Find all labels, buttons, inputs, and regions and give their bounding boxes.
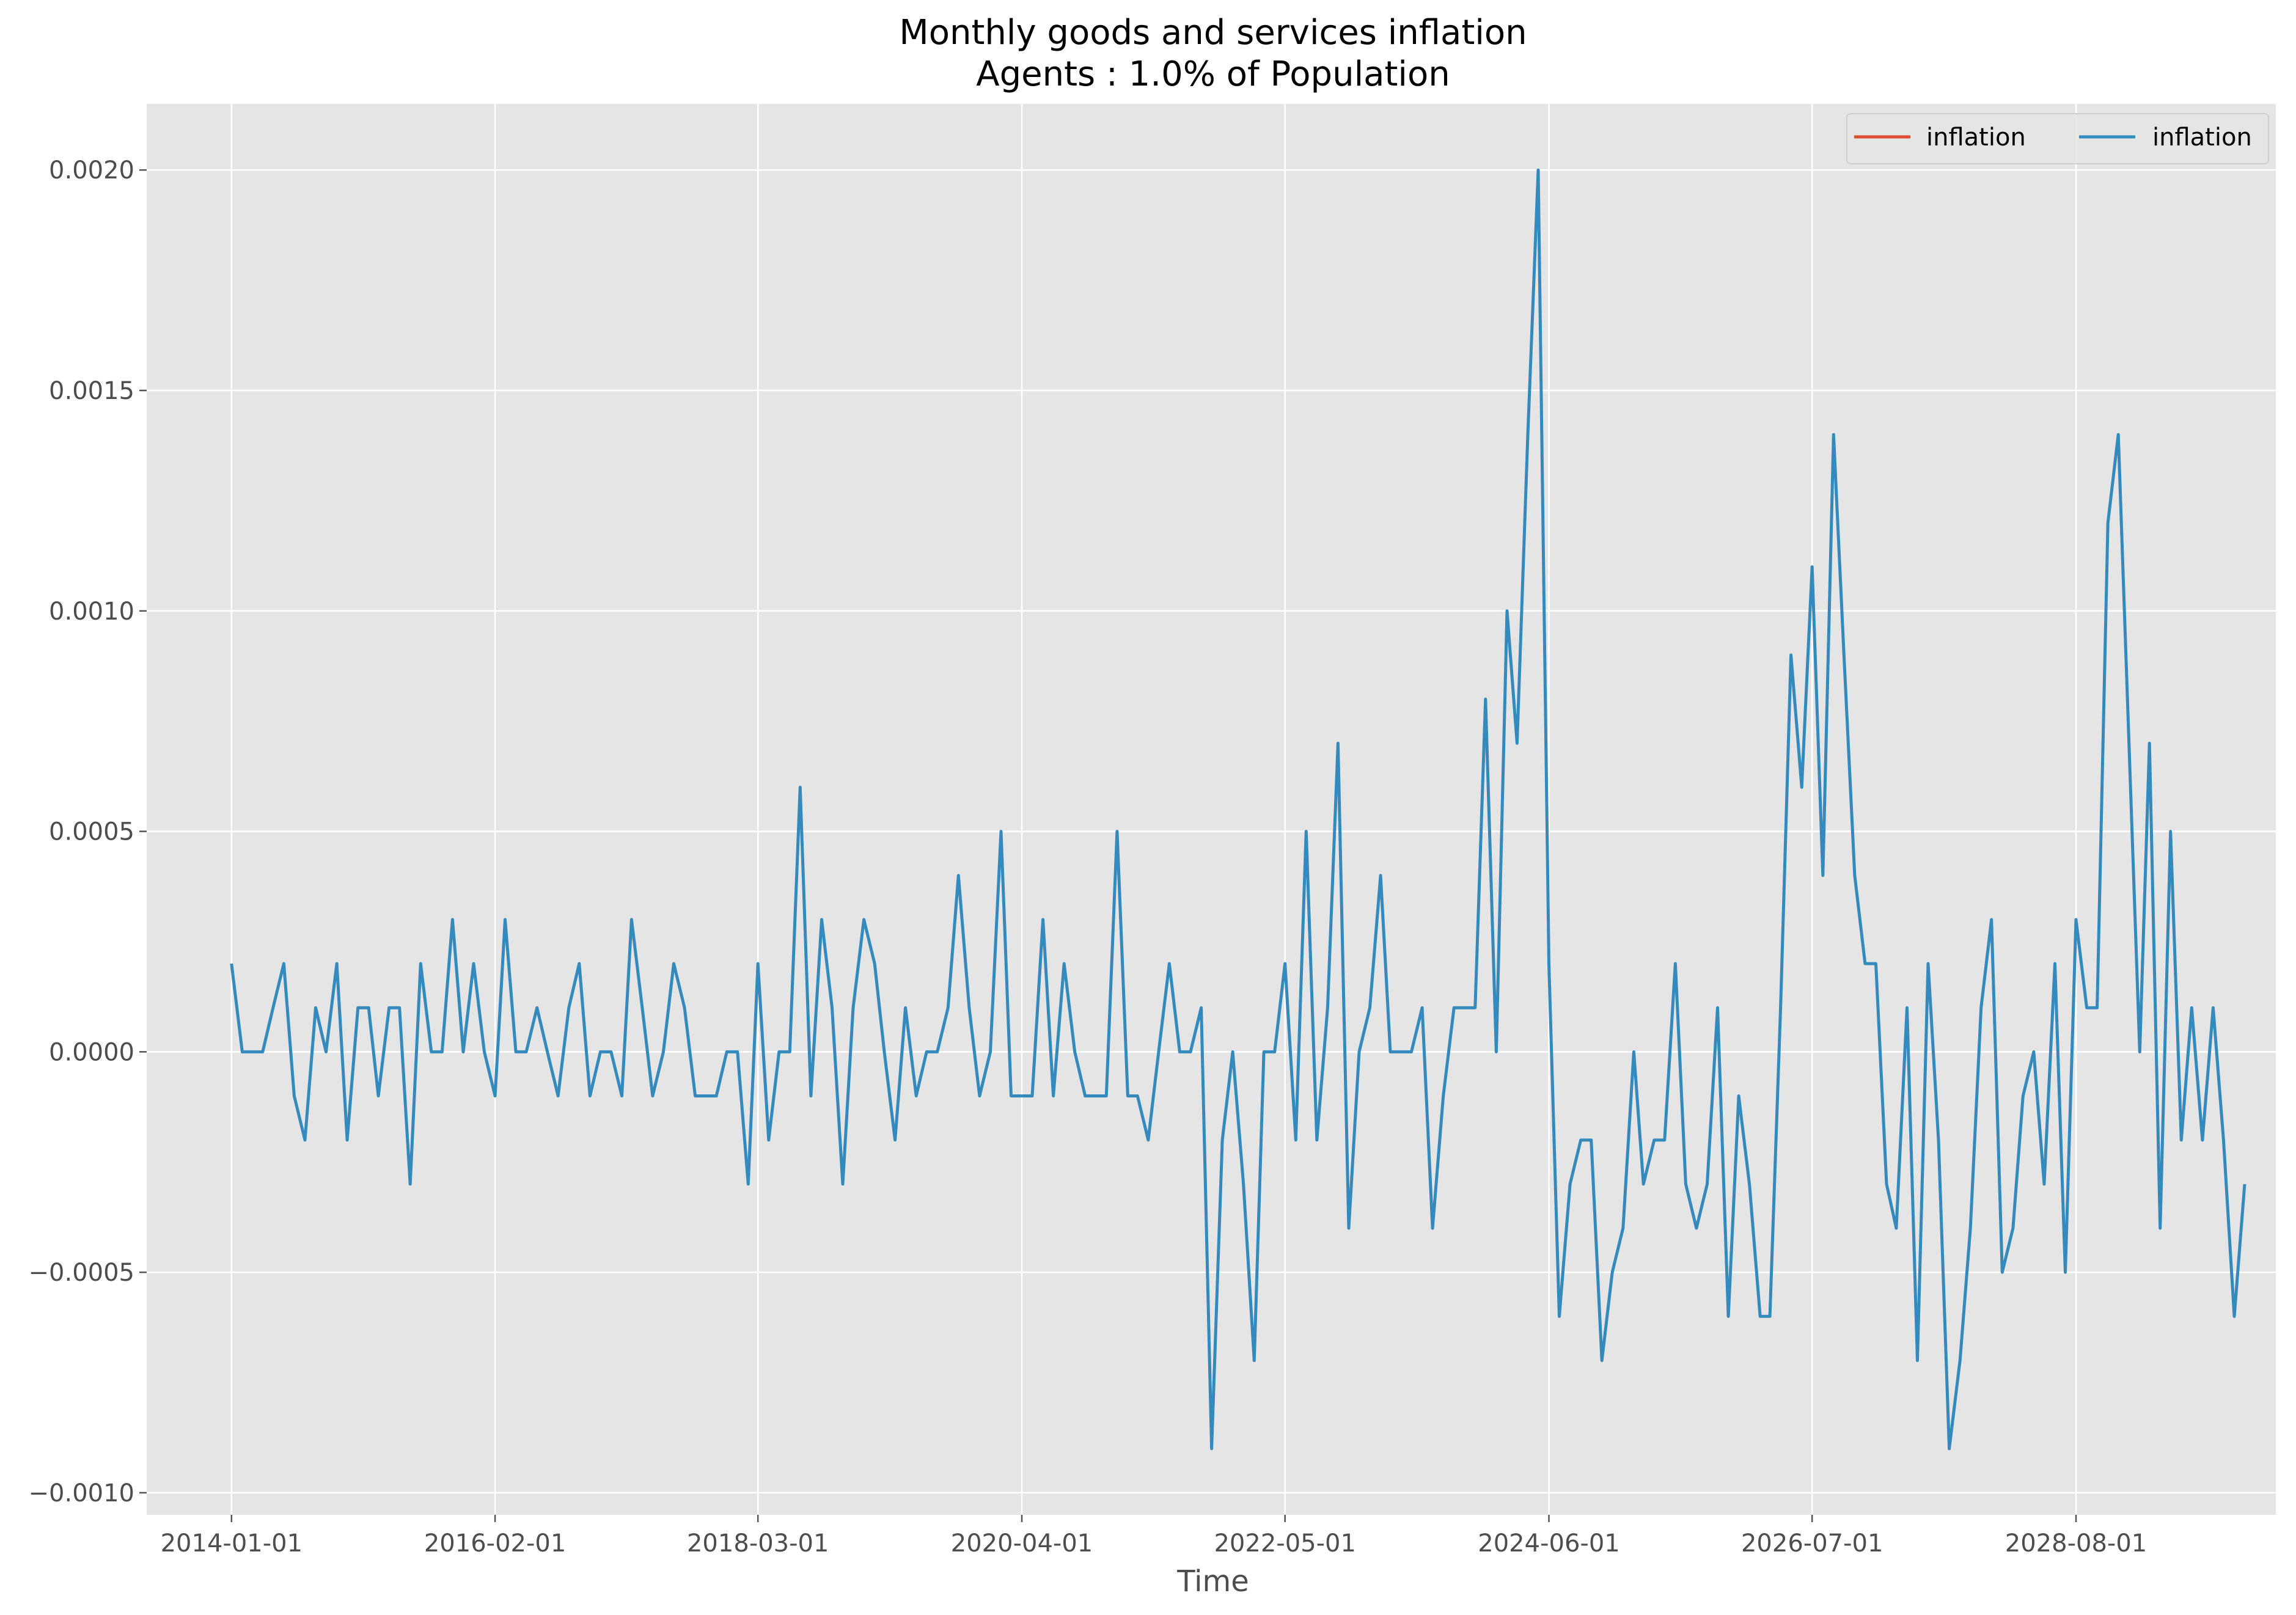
legend-box [1846,113,2269,164]
y-tick-label: 0.0005 [49,818,134,846]
x-axis-label: Time [1176,1564,1249,1599]
legend-label-inflation-red: inflation [1926,123,2026,152]
y-tick-label: −0.0005 [29,1259,134,1287]
series-layer [230,168,2246,1451]
y-ticks: −0.0010 −0.0005 0.0000 0.0005 0.0010 0.0015 0.… [29,156,147,1507]
x-tick-label: 2028-08-01 [2005,1529,2147,1558]
x-tick-label: 2014-01-01 [161,1529,303,1558]
series-line-1 [230,168,2246,1451]
x-gridlines [230,104,2077,1515]
x-tick-label: 2016-02-01 [424,1529,566,1558]
x-ticks: 2014-01-01 2016-02-01 2018-03-01 2020-04-01… [161,1515,2147,1558]
y-tick-label: −0.0010 [29,1479,134,1507]
y-tick-label: 0.0015 [49,377,134,405]
chart-subtitle: Agents : 1.0% of Population [976,54,1450,94]
x-tick-label: 2022-05-01 [1214,1529,1355,1558]
x-tick-label: 2024-06-01 [1478,1529,1619,1558]
x-tick-label: 2018-03-01 [687,1529,829,1558]
y-tick-label: 0.0000 [49,1038,134,1066]
plot-background [147,104,2276,1515]
x-tick-label: 2020-04-01 [951,1529,1093,1558]
legend-label-inflation-blue: inflation [2152,123,2252,152]
y-tick-label: 0.0020 [49,156,134,185]
x-tick-label: 2026-07-01 [1741,1529,1883,1558]
legend: inflation inflation [1846,113,2269,164]
chart-title: Monthly goods and services inflation [899,13,1527,53]
y-tick-label: 0.0010 [49,598,134,626]
